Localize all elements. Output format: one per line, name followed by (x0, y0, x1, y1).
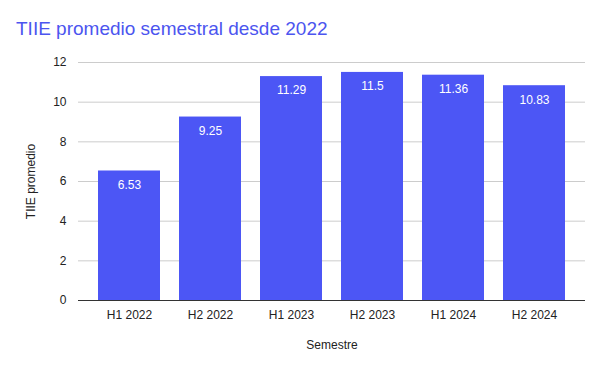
svg-text:6.53: 6.53 (118, 178, 142, 192)
svg-text:4: 4 (60, 214, 67, 228)
svg-text:H1 2022: H1 2022 (107, 308, 153, 322)
svg-text:8: 8 (60, 135, 67, 149)
svg-text:H2 2022: H2 2022 (188, 308, 234, 322)
svg-text:10.83: 10.83 (519, 93, 549, 107)
svg-text:2: 2 (60, 254, 67, 268)
svg-text:11.36: 11.36 (439, 82, 468, 96)
svg-text:H1 2023: H1 2023 (269, 308, 315, 322)
svg-text:H1 2024: H1 2024 (431, 308, 477, 322)
svg-text:Semestre: Semestre (306, 338, 358, 352)
svg-text:6: 6 (60, 174, 67, 188)
html-text:TIIE promedio semestral desde: TIIE promedio semestral desde 2022 (16, 18, 328, 39)
svg-text:12: 12 (53, 55, 67, 69)
svg-text:10: 10 (53, 95, 67, 109)
svg-text:H2 2024: H2 2024 (512, 308, 558, 322)
svg-text:TIIE promedio: TIIE promedio (24, 143, 38, 219)
svg-text:11.5: 11.5 (361, 79, 384, 93)
svg-text:H2 2023: H2 2023 (350, 308, 396, 322)
svg-text:0: 0 (60, 293, 67, 307)
svg-text:11.29: 11.29 (277, 83, 306, 97)
svg-text:9.25: 9.25 (199, 124, 223, 138)
